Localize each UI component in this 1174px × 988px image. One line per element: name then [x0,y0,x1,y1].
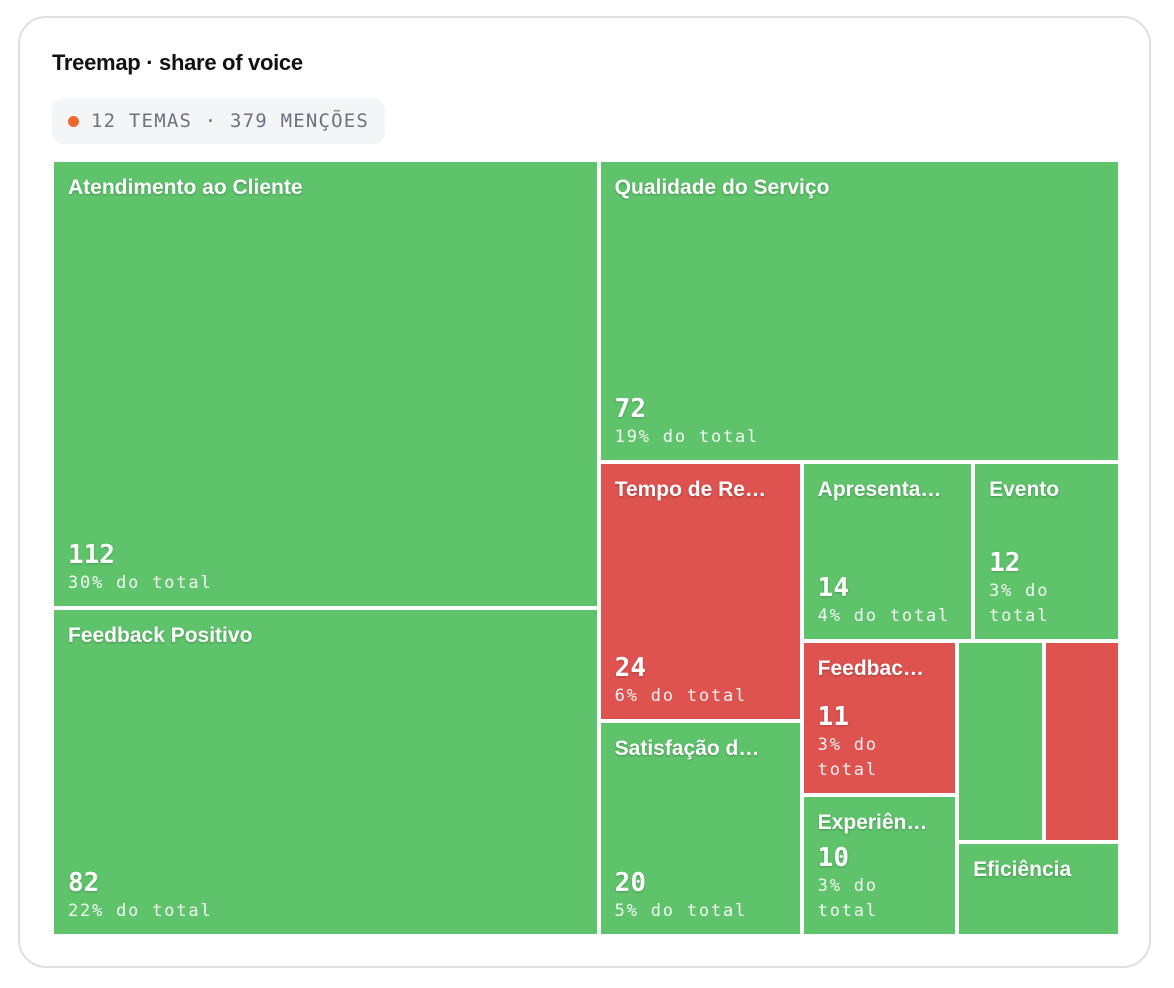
chart-title: Treemap · share of voice [52,50,303,75]
tile-footer: 112 30% do total [68,539,587,596]
tile: Satisfação d… 20 5% do total [600,722,800,934]
tile-value: 12 [989,547,1021,578]
tile-share: 22% do total [68,901,213,921]
tile: Tempo de Re… 24 6% do total [600,464,800,719]
tile-share: 3% do total [989,580,1050,626]
tile-footer: 72 19% do total [615,393,1108,450]
tile: Eficiência [959,844,1118,934]
tile-share: 3% do total [817,735,878,781]
summary-text: 12 TEMAS · 379 MENÇÕES [91,110,370,132]
tile-share: 19% do total [614,427,760,447]
tile-footer: 20 5% do total [615,867,790,924]
tile-label: Qualidade do Serviço [614,176,830,199]
tile: Feedbac… 11 3% do total [803,642,956,794]
tile-share: 6% do total [614,685,748,706]
tile-label: Experiên… [817,811,928,835]
tile-label: Apresenta… [817,478,942,501]
tile-share: 5% do total [614,900,748,921]
tile-value: 11 [817,702,849,733]
tile-label: Tempo de Re… [614,478,766,501]
tile-value: 10 [817,842,849,873]
tile-footer: 14 4% do total [818,572,961,629]
tile-label: Evento [989,478,1060,501]
tile-label: Feedback Positivo [68,624,253,647]
tile-share: 30% do total [68,573,213,593]
tile: Atendimento ao Cliente 112 30% do total [54,162,597,606]
tile-value: 20 [614,867,646,898]
tile-share: 3% do total [817,875,878,921]
tile: Qualidade do Serviço 72 19% do total [600,162,1118,460]
tile-label: Eficiência [973,858,1072,881]
tile-value: 14 [817,572,849,603]
tile-footer: 24 6% do total [615,652,790,709]
tile-footer: 82 22% do total [68,867,587,924]
tile-value: 82 [68,868,100,898]
tile-footer: 11 3% do total [818,701,945,783]
tile-label: Atendimento ao Cliente [68,176,303,199]
tile-share: 4% do total [817,605,951,626]
status-dot [68,115,79,127]
tile: Experiên… 10 3% do total [803,797,956,934]
tile [959,642,1042,840]
tile-footer: 10 3% do total [818,842,945,924]
summary-pill: 12 TEMAS · 379 MENÇÕES [52,98,386,144]
tile-value: 112 [68,540,115,570]
tile: Evento 12 3% do total [975,464,1118,639]
treemap: Atendimento ao Cliente 112 30% do total Fee… [52,160,1120,936]
tile-label: Satisfação d… [614,736,760,760]
tile-value: 24 [614,652,646,683]
tile-value: 72 [614,394,646,424]
tile: Feedback Positivo 82 22% do total [54,610,597,934]
tile: Apresenta… 14 4% do total [803,464,972,639]
tile-label: Feedbac… [817,656,924,680]
tile [1045,642,1118,840]
tile-footer: 12 3% do total [989,547,1108,629]
